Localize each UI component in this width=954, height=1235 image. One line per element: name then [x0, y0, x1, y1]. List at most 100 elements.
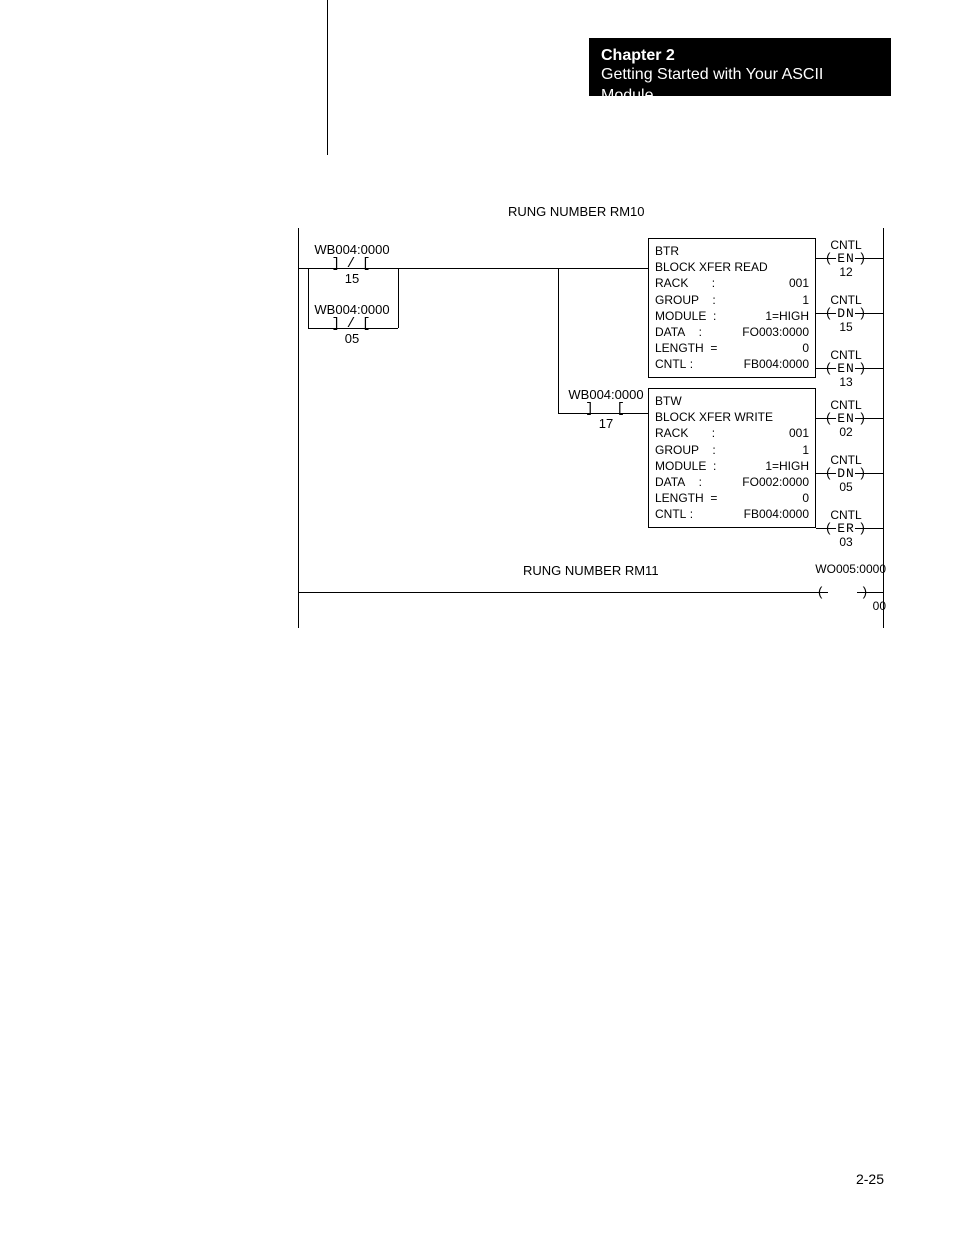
chapter-header-bar: Chapter 2 Getting Started with Your ASCI… [589, 38, 891, 96]
colon: : [712, 426, 715, 440]
coil-symbol: ( ) [800, 586, 886, 599]
coil-bit: 15 [815, 320, 877, 334]
v: 0 [802, 340, 809, 356]
rung11-label: RUNG NUMBER RM11 [523, 563, 659, 578]
equals: = [710, 341, 717, 355]
contact-address: WB004:0000 [312, 302, 392, 317]
k: GROUP [655, 443, 699, 457]
rung11-output: WO005:0000 ( ) 00 [800, 562, 886, 613]
k: LENGTH [655, 491, 704, 505]
page-number: 2-25 [856, 1171, 884, 1187]
btr-output-1: CNTL ( EN ) 12 [815, 238, 877, 279]
colon: : [690, 357, 693, 371]
coil-bit: 03 [815, 535, 877, 549]
btw-length-row: LENGTH = 0 [655, 490, 809, 506]
btw-group-row: GROUP : 1 [655, 442, 809, 458]
coil-sym: EN [837, 251, 855, 266]
btr-group-row: GROUP : 1 [655, 292, 809, 308]
wire [298, 592, 828, 593]
colon: : [712, 293, 715, 307]
k: RACK [655, 426, 688, 440]
coil-address: WO005:0000 [800, 562, 886, 576]
k: CNTL [655, 357, 686, 371]
coil-bit: 02 [815, 425, 877, 439]
contact-no-3: WB004:0000 ] [ 17 [566, 387, 646, 431]
btw-output-2: CNTL ( DN ) 05 [815, 453, 877, 494]
contact-nc-symbol: ] / [ [312, 257, 392, 271]
chapter-subtitle: Getting Started with Your ASCII Module [601, 65, 879, 107]
contact-nc-1: WB004:0000 ] / [ 15 [312, 242, 392, 286]
wire [558, 268, 559, 413]
coil-tag: CNTL [815, 453, 877, 467]
btw-rack-row: RACK : 001 [655, 425, 809, 441]
v: FB004:0000 [744, 356, 809, 372]
k: MODULE [655, 459, 706, 473]
coil-tag: CNTL [815, 508, 877, 522]
contact-nc-2: WB004:0000 ] / [ 05 [312, 302, 392, 346]
rung10-label: RUNG NUMBER RM10 [508, 204, 645, 219]
coil-sym: DN [837, 466, 855, 481]
contact-bit: 05 [312, 331, 392, 346]
btw-output-1: CNTL ( EN ) 02 [815, 398, 877, 439]
coil-bit: 00 [800, 599, 886, 613]
contact-nc-symbol: ] / [ [312, 317, 392, 331]
k: DATA [655, 475, 685, 489]
ladder-diagram: RUNG NUMBER RM10 WB004:0000 ] / [ 15 WB0… [298, 200, 888, 630]
btw-data-row: DATA : FO002:0000 [655, 474, 809, 490]
k: CNTL [655, 507, 686, 521]
contact-bit: 15 [312, 271, 392, 286]
v: 1 [802, 292, 809, 308]
coil-symbol: ( EN ) [815, 252, 877, 265]
v: 1 [802, 442, 809, 458]
coil-symbol: ( EN ) [815, 362, 877, 375]
v: 1=HIGH [765, 308, 809, 324]
k: MODULE [655, 309, 706, 323]
btw-subtitle: BLOCK XFER WRITE [655, 409, 809, 425]
btr-length-row: LENGTH = 0 [655, 340, 809, 356]
equals: = [710, 491, 717, 505]
coil-symbol: ( DN ) [815, 307, 877, 320]
coil-symbol: ( DN ) [815, 467, 877, 480]
page: Chapter 2 Getting Started with Your ASCI… [0, 0, 954, 1235]
colon: : [712, 443, 715, 457]
btr-rack-row: RACK : 001 [655, 275, 809, 291]
colon: : [713, 309, 716, 323]
btw-module-row: MODULE : 1=HIGH [655, 458, 809, 474]
k: DATA [655, 325, 685, 339]
k: RACK [655, 276, 688, 290]
btr-cntl-row: CNTL : FB004:0000 [655, 356, 809, 372]
btr-module-row: MODULE : 1=HIGH [655, 308, 809, 324]
coil-bit: 13 [815, 375, 877, 389]
contact-bit: 17 [566, 416, 646, 431]
contact-address: WB004:0000 [566, 387, 646, 402]
coil-sym: EN [837, 361, 855, 376]
coil-bit: 12 [815, 265, 877, 279]
coil-sym: DN [837, 306, 855, 321]
btw-output-3: CNTL ( ER ) 03 [815, 508, 877, 549]
colon: : [712, 276, 715, 290]
btw-title: BTW [655, 393, 809, 409]
v: 1=HIGH [765, 458, 809, 474]
k: GROUP [655, 293, 699, 307]
wire [398, 268, 399, 328]
colon: : [699, 475, 702, 489]
colon: : [690, 507, 693, 521]
btr-data-row: DATA : FO003:0000 [655, 324, 809, 340]
coil-symbol: ( EN ) [815, 412, 877, 425]
btr-instruction-box: BTR BLOCK XFER READ RACK : 001 GROUP : 1… [648, 238, 816, 378]
btr-output-2: CNTL ( DN ) 15 [815, 293, 877, 334]
coil-sym: ER [837, 521, 855, 536]
v: 001 [789, 425, 809, 441]
btr-title: BTR [655, 243, 809, 259]
coil-tag: CNTL [815, 293, 877, 307]
coil-tag: CNTL [815, 398, 877, 412]
wire [308, 268, 309, 328]
v: 0 [802, 490, 809, 506]
k: LENGTH [655, 341, 704, 355]
v: 001 [789, 275, 809, 291]
contact-no-symbol: ] [ [566, 402, 646, 416]
coil-symbol: ( ER ) [815, 522, 877, 535]
v: FB004:0000 [744, 506, 809, 522]
coil-sym: EN [837, 411, 855, 426]
btw-instruction-box: BTW BLOCK XFER WRITE RACK : 001 GROUP : … [648, 388, 816, 528]
